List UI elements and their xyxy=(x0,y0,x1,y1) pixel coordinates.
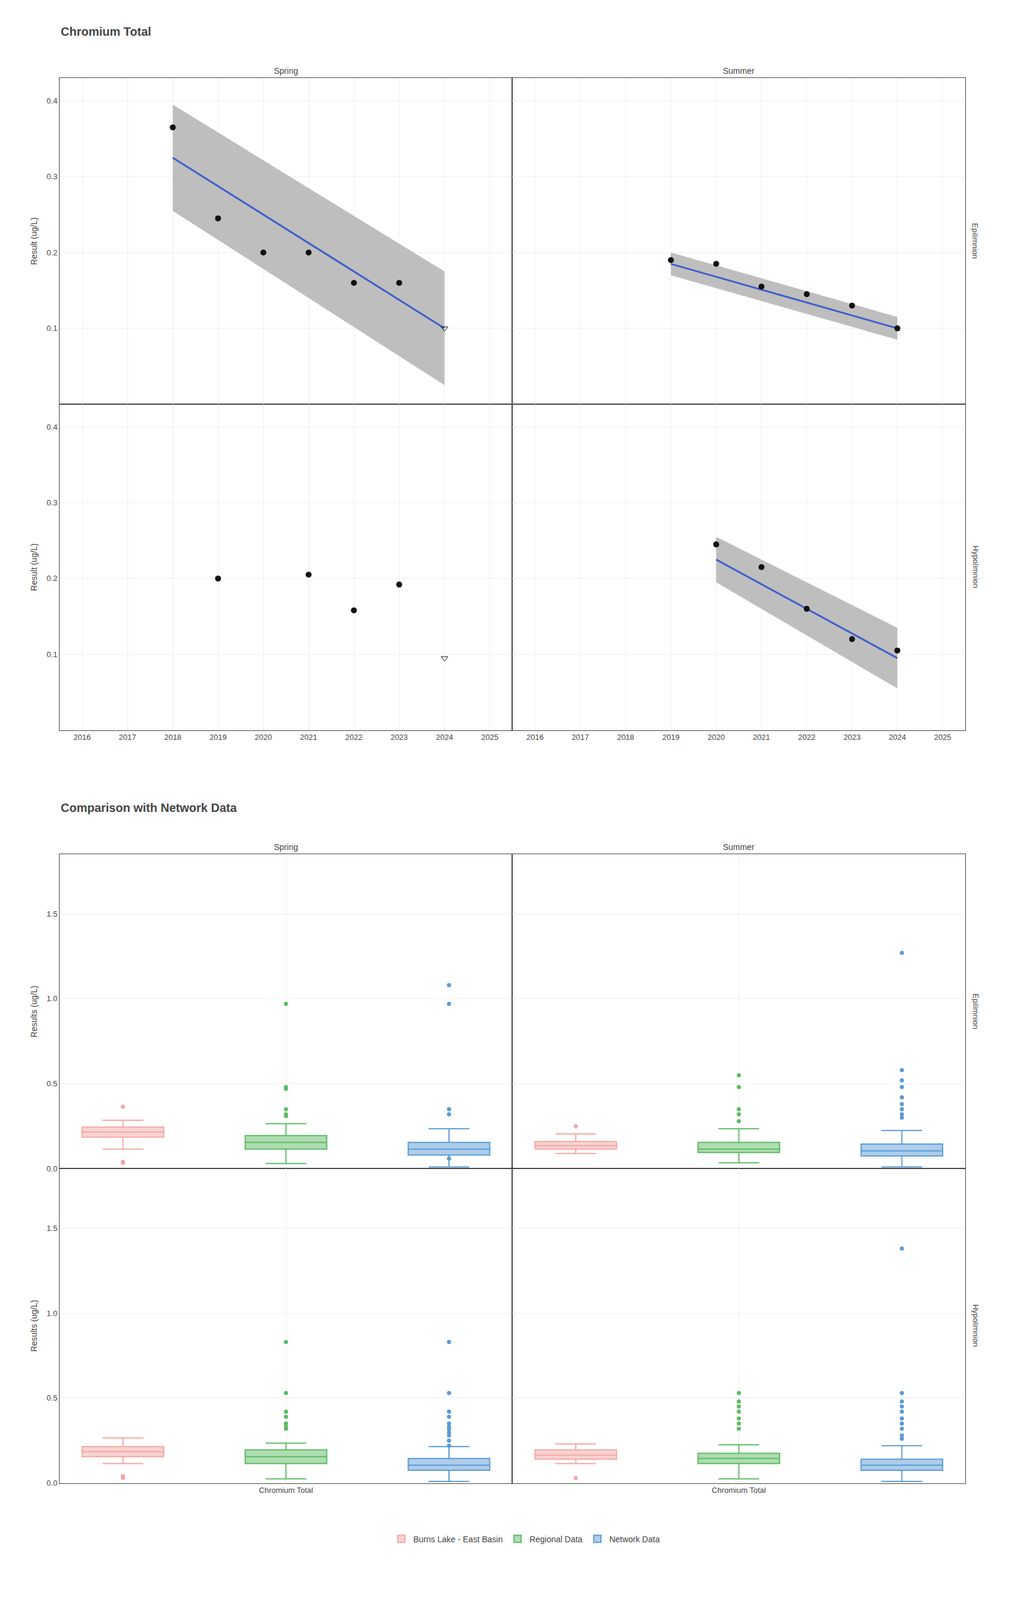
svg-text:2020: 2020 xyxy=(254,733,273,742)
svg-text:2016: 2016 xyxy=(73,733,92,742)
svg-text:Hypolimnion: Hypolimnion xyxy=(971,1304,981,1348)
svg-text:2017: 2017 xyxy=(119,733,137,742)
svg-text:Chromium Total: Chromium Total xyxy=(711,1486,766,1496)
svg-text:2025: 2025 xyxy=(481,733,499,742)
svg-text:2017: 2017 xyxy=(571,733,589,742)
svg-text:0.4: 0.4 xyxy=(46,96,58,106)
svg-text:Result (ug/L): Result (ug/L) xyxy=(29,217,39,265)
svg-text:Chromium Total: Chromium Total xyxy=(60,25,152,39)
svg-text:0.5: 0.5 xyxy=(46,1394,58,1403)
svg-text:Burns Lake - East Basin: Burns Lake - East Basin xyxy=(413,1535,503,1545)
svg-text:2018: 2018 xyxy=(164,733,182,742)
svg-text:2024: 2024 xyxy=(888,733,906,742)
svg-text:0.1: 0.1 xyxy=(46,323,58,333)
svg-text:0.0: 0.0 xyxy=(46,1164,58,1174)
svg-text:Epilimnion: Epilimnion xyxy=(971,993,981,1030)
svg-text:Hypolimnion: Hypolimnion xyxy=(971,545,981,589)
svg-text:Results (ug/L): Results (ug/L) xyxy=(29,986,39,1038)
svg-text:1.0: 1.0 xyxy=(46,994,58,1004)
svg-text:2023: 2023 xyxy=(390,733,408,742)
svg-text:2024: 2024 xyxy=(435,733,454,742)
svg-text:0.5: 0.5 xyxy=(46,1079,58,1089)
svg-text:2021: 2021 xyxy=(300,733,318,742)
svg-text:2016: 2016 xyxy=(526,733,544,742)
svg-text:2019: 2019 xyxy=(209,733,227,742)
svg-text:Regional Data: Regional Data xyxy=(529,1535,583,1545)
svg-text:0.4: 0.4 xyxy=(46,422,58,432)
svg-text:Network Data: Network Data xyxy=(609,1535,660,1545)
svg-text:0.3: 0.3 xyxy=(46,172,58,182)
svg-text:Epilimnion: Epilimnion xyxy=(970,223,980,260)
svg-text:Spring: Spring xyxy=(273,842,298,853)
svg-text:0.0: 0.0 xyxy=(46,1479,58,1489)
svg-text:1.5: 1.5 xyxy=(46,909,58,919)
svg-text:0.3: 0.3 xyxy=(46,498,58,508)
svg-text:0.2: 0.2 xyxy=(46,248,58,258)
svg-text:2020: 2020 xyxy=(707,733,725,742)
svg-text:Results (ug/L): Results (ug/L) xyxy=(29,1300,39,1353)
svg-text:Chromium Total: Chromium Total xyxy=(259,1486,314,1496)
svg-text:Summer: Summer xyxy=(722,842,755,853)
svg-text:Comparison with Network Data: Comparison with Network Data xyxy=(60,801,238,815)
svg-text:2022: 2022 xyxy=(797,733,816,742)
svg-text:2021: 2021 xyxy=(752,733,770,742)
svg-text:2023: 2023 xyxy=(843,733,861,742)
svg-text:Spring: Spring xyxy=(273,66,298,76)
svg-text:Summer: Summer xyxy=(722,66,755,76)
svg-text:0.1: 0.1 xyxy=(46,650,58,660)
svg-text:2025: 2025 xyxy=(933,733,951,742)
svg-text:Result (ug/L): Result (ug/L) xyxy=(29,543,39,592)
svg-text:2018: 2018 xyxy=(616,733,635,742)
svg-text:0.2: 0.2 xyxy=(46,574,58,583)
svg-text:1.5: 1.5 xyxy=(46,1224,58,1234)
svg-text:1.0: 1.0 xyxy=(46,1309,58,1319)
svg-text:2022: 2022 xyxy=(345,733,363,742)
svg-text:2019: 2019 xyxy=(662,733,680,742)
